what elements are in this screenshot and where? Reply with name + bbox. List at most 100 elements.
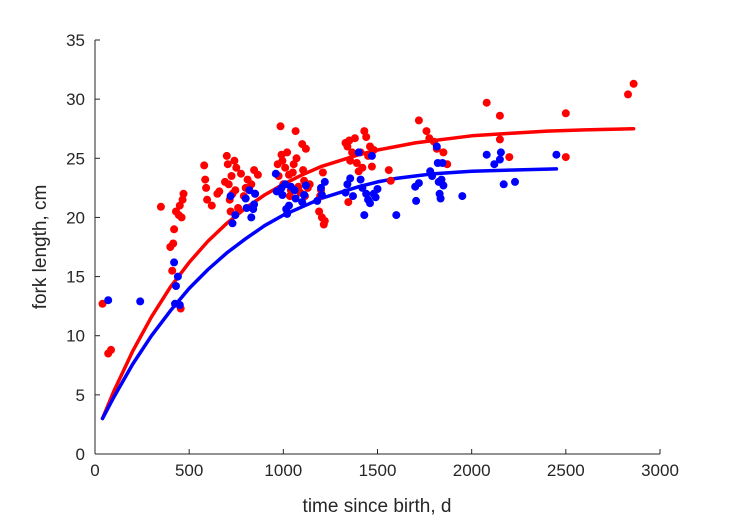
data-point-s1-11	[242, 204, 251, 212]
data-point-s0-70	[318, 168, 327, 177]
data-point-s0-49	[283, 148, 292, 157]
data-point-s0-92	[414, 116, 423, 125]
x-tick-label: 1500	[359, 461, 397, 480]
data-point-s0-23	[222, 151, 231, 160]
data-point-s1-70	[511, 177, 519, 186]
data-point-s0-32	[232, 163, 241, 172]
data-point-s0-19	[207, 201, 216, 210]
y-tick-label: 30	[66, 90, 85, 109]
x-tick-label: 1000	[264, 461, 302, 480]
data-point-s0-99	[482, 98, 491, 107]
data-point-s1-24	[285, 201, 293, 210]
axes	[94, 40, 660, 455]
data-point-s0-78	[348, 148, 357, 157]
x-tick-label: 500	[175, 461, 203, 480]
data-point-s0-79	[350, 134, 359, 143]
data-point-s1-28	[298, 198, 307, 207]
data-point-s1-42	[360, 211, 369, 220]
data-point-s0-63	[301, 144, 310, 153]
data-point-s1-13	[247, 213, 256, 222]
data-point-s1-60	[436, 194, 445, 203]
data-point-s1-69	[499, 180, 508, 189]
data-point-s0-48	[281, 163, 290, 172]
data-point-s0-5	[168, 266, 177, 275]
data-point-s0-80	[352, 159, 361, 167]
data-point-s1-62	[438, 159, 447, 167]
data-point-s0-102	[505, 153, 514, 162]
data-point-s1-40	[356, 175, 365, 184]
data-point-s0-24	[223, 160, 232, 169]
x-tick-label: 0	[90, 461, 99, 480]
data-point-s0-56	[292, 154, 301, 163]
data-point-s0-88	[367, 162, 376, 171]
data-point-s1-46	[367, 151, 376, 160]
data-point-s1-7	[226, 192, 235, 201]
data-point-s0-3	[156, 202, 165, 211]
y-tick-label: 35	[66, 31, 85, 50]
data-point-s1-16	[251, 189, 260, 198]
data-point-s1-56	[432, 142, 441, 151]
y-tick-label: 5	[76, 386, 85, 405]
data-point-s1-50	[392, 211, 401, 220]
data-point-s1-48	[371, 193, 380, 202]
data-point-s0-28	[227, 172, 236, 180]
x-tick-label: 2500	[547, 461, 585, 480]
data-point-s1-31	[313, 196, 322, 205]
data-point-s0-14	[179, 189, 188, 198]
data-point-s1-27	[291, 194, 300, 203]
data-point-s0-31	[231, 186, 240, 195]
data-point-s1-17	[271, 169, 280, 178]
y-tick-label: 25	[66, 149, 85, 168]
data-point-s0-60	[299, 166, 308, 175]
data-point-s1-45	[366, 199, 374, 208]
data-point-s0-106	[629, 79, 638, 88]
data-point-s1-33	[317, 191, 326, 199]
data-point-s0-41	[253, 170, 262, 179]
data-point-s0-15	[200, 161, 209, 170]
data-point-s0-18	[203, 195, 212, 204]
data-point-s0-44	[276, 122, 285, 131]
data-point-s0-93	[422, 127, 431, 136]
data-point-s1-2	[170, 258, 179, 267]
data-point-s0-7	[170, 225, 179, 234]
data-point-s0-21	[215, 187, 224, 196]
data-point-s0-91	[386, 176, 395, 185]
data-point-s1-66	[490, 160, 499, 169]
data-point-s0-2	[107, 345, 115, 354]
x-axis-label: time since birth, d	[303, 496, 452, 517]
data-point-s0-77	[346, 156, 355, 165]
data-point-s1-23	[283, 209, 292, 218]
data-point-s1-29	[300, 191, 309, 199]
data-point-s1-10	[241, 194, 250, 203]
data-point-s0-0	[98, 299, 107, 308]
data-point-s0-104	[561, 153, 570, 162]
data-point-s0-30	[230, 156, 239, 165]
data-point-s0-103	[561, 109, 570, 118]
data-point-s1-34	[320, 177, 329, 186]
data-point-s1-52	[412, 196, 421, 205]
data-point-s1-1	[136, 297, 145, 306]
data-point-s0-34	[237, 169, 245, 178]
data-point-s1-8	[228, 219, 237, 228]
data-point-s1-41	[358, 183, 367, 192]
data-point-s1-35	[341, 188, 350, 197]
fit-curves	[100, 126, 636, 421]
y-tick-label: 20	[66, 208, 85, 227]
data-point-s1-20	[278, 191, 287, 199]
data-point-s1-68	[496, 148, 505, 157]
data-point-s1-15	[250, 200, 259, 209]
y-tick-label: 10	[66, 327, 85, 346]
data-point-s1-12	[245, 186, 254, 195]
data-point-s1-38	[349, 192, 357, 201]
data-point-s0-75	[344, 198, 353, 207]
data-point-s0-85	[362, 133, 371, 141]
data-point-s0-74	[343, 142, 352, 151]
data-point-s0-16	[201, 175, 210, 184]
y-tick-label: 15	[66, 268, 85, 287]
data-point-s1-63	[439, 181, 448, 190]
y-tick-label: 0	[76, 445, 85, 464]
data-point-s0-100	[495, 111, 504, 120]
data-point-s1-67	[495, 155, 504, 164]
data-point-s1-6	[175, 301, 184, 309]
